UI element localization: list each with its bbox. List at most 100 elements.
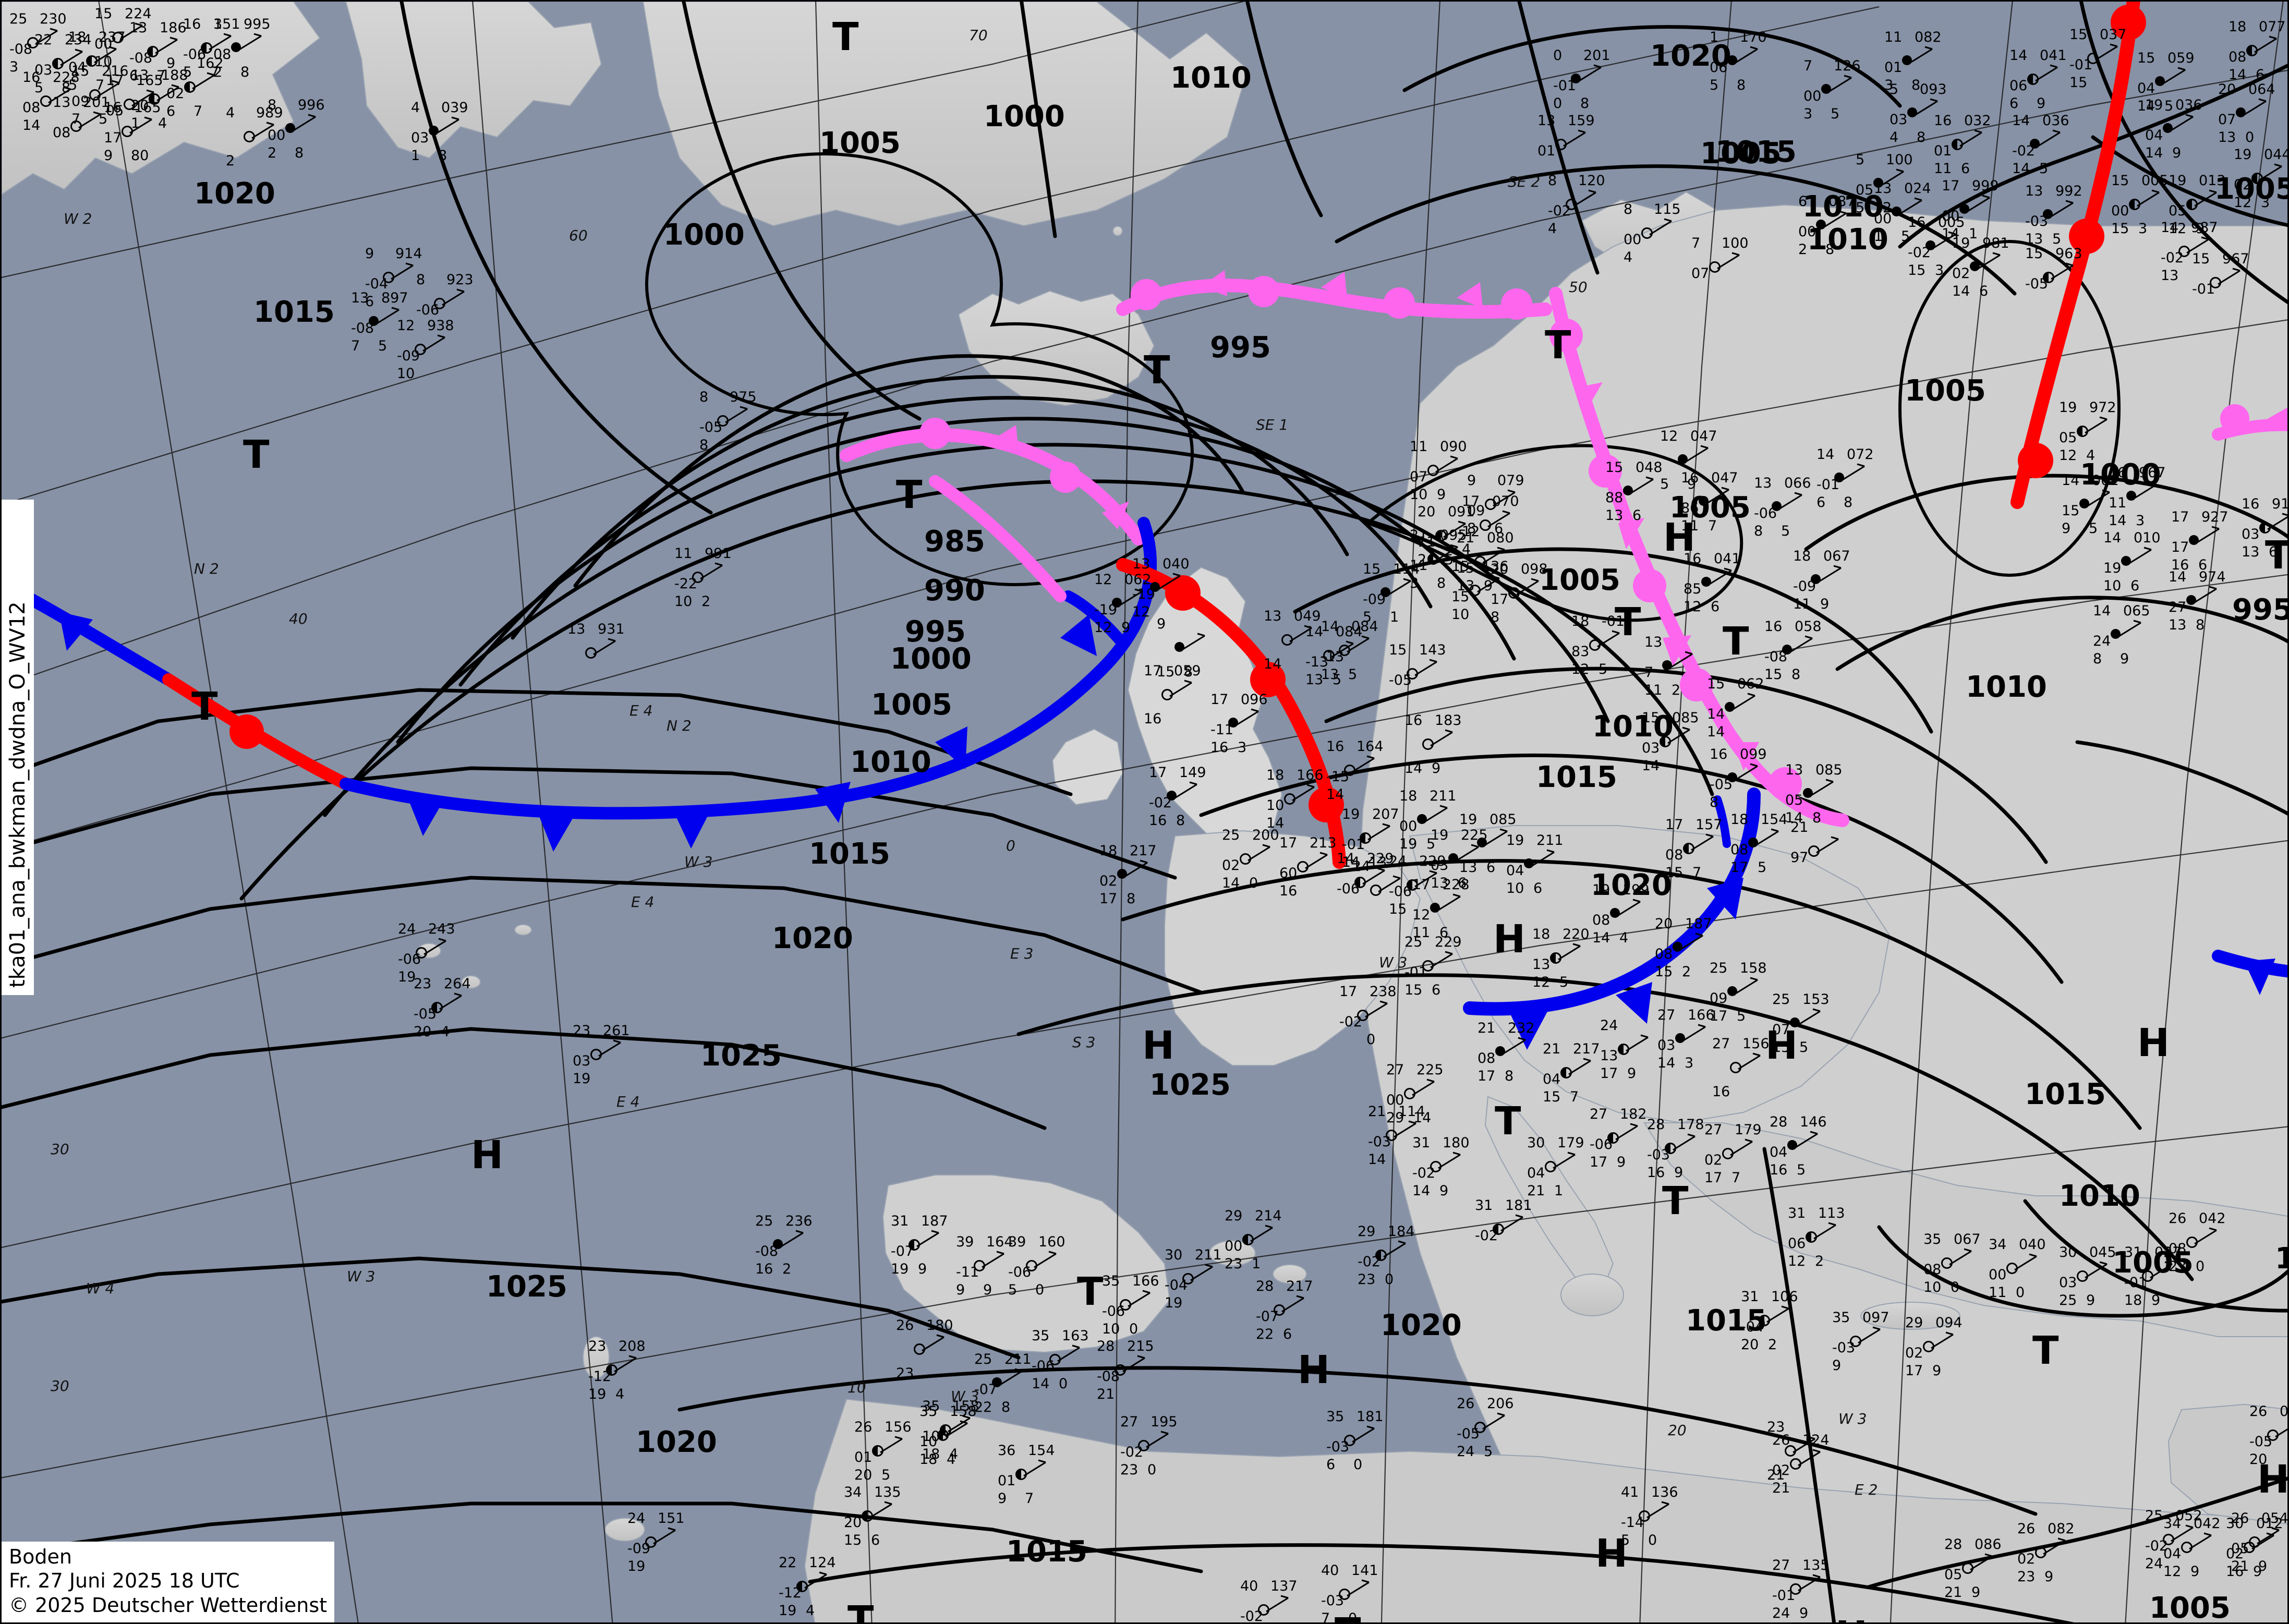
station-pressure: 106 (1771, 1289, 1798, 1305)
caption-level: Boden (9, 1545, 72, 1568)
graticule-label: 50 (1569, 278, 1588, 296)
station-dewpoint: 03 (411, 130, 429, 146)
station-temperature: 27 (1704, 1122, 1723, 1138)
station-dewpoint: 00 (1399, 818, 1418, 834)
wind-barb-icon (1735, 977, 1764, 1000)
station-temperature: 14 (1321, 619, 1339, 635)
station-pressure: 207 (1372, 806, 1399, 822)
wind-barb-icon (1797, 1008, 1826, 1032)
wind-barb-icon (1437, 893, 1467, 917)
station-lower-right: 8 (1184, 664, 1193, 680)
front-cold-atlantic-to-uk (340, 517, 1157, 852)
station-lower-right: 9 (2037, 95, 2046, 112)
station-lower-right: 9 (1439, 1183, 1449, 1199)
station-lower-right: 0 (1353, 1457, 1363, 1473)
station-pressure: 113 (1818, 1205, 1845, 1221)
station-plot: 23 261 03 19 (573, 1024, 640, 1092)
station-pressure: 938 (427, 318, 454, 334)
station-pressure: 124 (1802, 1432, 1830, 1448)
station-lower-right: 7 (1731, 1170, 1741, 1186)
station-lower-right: 5 (1484, 1444, 1493, 1460)
station-pressure: 229 (1367, 851, 1394, 867)
station-plot: 27 156 16 (1712, 1037, 1780, 1105)
low-pressure-centre: T (1723, 619, 1749, 664)
station-temperature: 13 (1754, 475, 1772, 491)
station-pressure: 010 (2134, 530, 2161, 546)
station-pressure: 062 (1124, 572, 1152, 588)
station-pressure: 066 (1784, 475, 1811, 491)
station-temperature: 15 (2069, 27, 2088, 43)
station-pressure: 229 (1435, 934, 1462, 950)
wind-barb-icon (1667, 726, 1696, 750)
station-dewpoint: 07 (2218, 112, 2236, 128)
station-lower-left: 12 (1684, 599, 1702, 615)
station-lower-left: 17 (1477, 1068, 1496, 1084)
wind-barb-icon (1430, 951, 1459, 974)
station-lower-left: 23 (1120, 1462, 1139, 1478)
wind-barb-icon (1729, 1138, 1759, 1162)
station-pressure: 243 (428, 921, 455, 937)
station-plot: 24 243 -06 19 (398, 922, 466, 990)
station-lower-right: 4 (949, 1446, 959, 1462)
station-temperature: 19 (1592, 882, 1610, 898)
graticule-label: 70 (969, 27, 988, 44)
low-pressure-centre: T (243, 432, 270, 477)
isobar-label: 990 (924, 574, 985, 608)
wind-barb-icon (154, 37, 184, 60)
wind-barb-icon (1815, 836, 1845, 859)
station-cloud-cover-symbol (1925, 240, 1935, 250)
wind-barb-icon (1414, 870, 1443, 893)
station-plot: 16 058 -08 15 8 (1764, 620, 1832, 687)
station-pressure: 179 (1557, 1135, 1584, 1151)
station-plot: 12 047 5 9 (1660, 429, 1728, 497)
station-pressure: 158 (950, 1403, 977, 1420)
station-lower-right: 5 (1758, 859, 1767, 876)
graticule-label: E 4 (631, 893, 655, 911)
station-pressure: 164 (1357, 738, 1384, 755)
station-lower-right: 8 (1917, 129, 1926, 146)
station-lower-right: 6 (1439, 925, 1449, 941)
station-temperature: 35 (1923, 1231, 1942, 1247)
station-temperature: 21 (1477, 1020, 1496, 1036)
station-cloud-cover-symbol (1417, 814, 1427, 824)
station-temperature: 11 (1410, 439, 1428, 455)
station-lower-right: 9 (2258, 1558, 2268, 1574)
station-lower-right: 0 (1147, 1462, 1157, 1478)
station-pressure: 220 (1563, 926, 1590, 942)
station-lower-left: 19 (779, 1603, 797, 1619)
wind-barb-icon (1367, 823, 1396, 846)
station-lower-right: 7 (1708, 518, 1717, 534)
station-plot: 14 987 -02 13 (2161, 221, 2229, 288)
station-lower-left: 8 (699, 437, 709, 453)
station-temperature: 28 (1647, 1117, 1665, 1133)
station-temperature: 14 (2012, 113, 2030, 129)
graticule-label: S 3 (1072, 1034, 1096, 1051)
low-pressure-centre: T (2032, 1328, 2059, 1373)
wind-barb-icon (2037, 129, 2066, 153)
station-plot: 21 095 11 3 8 (1410, 528, 1477, 596)
station-plot: 17 999 00 14 1 (1942, 179, 2009, 247)
station-dewpoint: 04 (1543, 1071, 1561, 1087)
station-pressure: 156 (1742, 1036, 1770, 1052)
station-plot: 30 211 -04 19 (1165, 1248, 1232, 1316)
station-plot: 17 238 -02 0 (1339, 985, 1407, 1052)
station-temperature: 15 (1451, 559, 1470, 575)
station-lower-right: 5 (2089, 520, 2098, 537)
isobar-label: 1020 (1380, 1308, 1462, 1342)
station-plot: 35 181 -03 6 0 (1326, 1410, 1394, 1477)
station-plot: 35 166 -06 10 0 (1102, 1274, 1170, 1342)
station-temperature: 14 (2009, 47, 2028, 64)
station-lower-right: 3 (2138, 221, 2148, 237)
station-plot: 12 938 -09 10 (397, 319, 465, 386)
wind-barb-icon (2014, 1253, 2043, 1277)
station-pressure: 157 (1695, 817, 1723, 833)
station-lower-right: 5 (378, 338, 387, 354)
station-pressure: 005 (1938, 214, 1965, 231)
station-dewpoint: 08 (2229, 49, 2247, 65)
station-dewpoint: 10 (1266, 797, 1285, 814)
station-lower-right: 1 (1969, 226, 1978, 242)
wind-barb-icon (613, 1355, 643, 1378)
station-lower-left: 19 (1399, 836, 1418, 852)
